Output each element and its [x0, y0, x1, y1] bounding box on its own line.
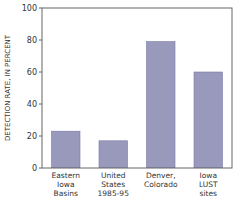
- x-tick-label: IowaLUSTsites: [199, 171, 218, 198]
- y-tick-label: 20: [27, 132, 37, 141]
- bars: [52, 42, 223, 168]
- y-axis-label: DETECTION RATE, IN PERCENT: [4, 34, 12, 141]
- bar: [99, 141, 128, 168]
- bar: [194, 72, 223, 168]
- bar: [52, 131, 81, 168]
- y-tick-label: 100: [22, 4, 37, 13]
- plot-area: [42, 8, 232, 168]
- chart: 0 20 40 60 80 100 EasternIowaBasins UnitedState…: [0, 0, 240, 206]
- plot-frame: [42, 8, 232, 168]
- x-tick-label: UnitedStates1985-95: [98, 171, 130, 198]
- bar: [147, 42, 176, 168]
- y-tick-label: 80: [27, 36, 37, 45]
- x-tick-label: Denver,Colorado: [144, 171, 178, 189]
- y-tick-label: 60: [27, 68, 37, 77]
- x-tick-label: EasternIowaBasins: [51, 171, 80, 198]
- y-tick-label: 0: [32, 164, 37, 173]
- chart-container: 0 20 40 60 80 100 EasternIowaBasins UnitedState…: [0, 0, 240, 206]
- y-tick-label: 40: [27, 100, 37, 109]
